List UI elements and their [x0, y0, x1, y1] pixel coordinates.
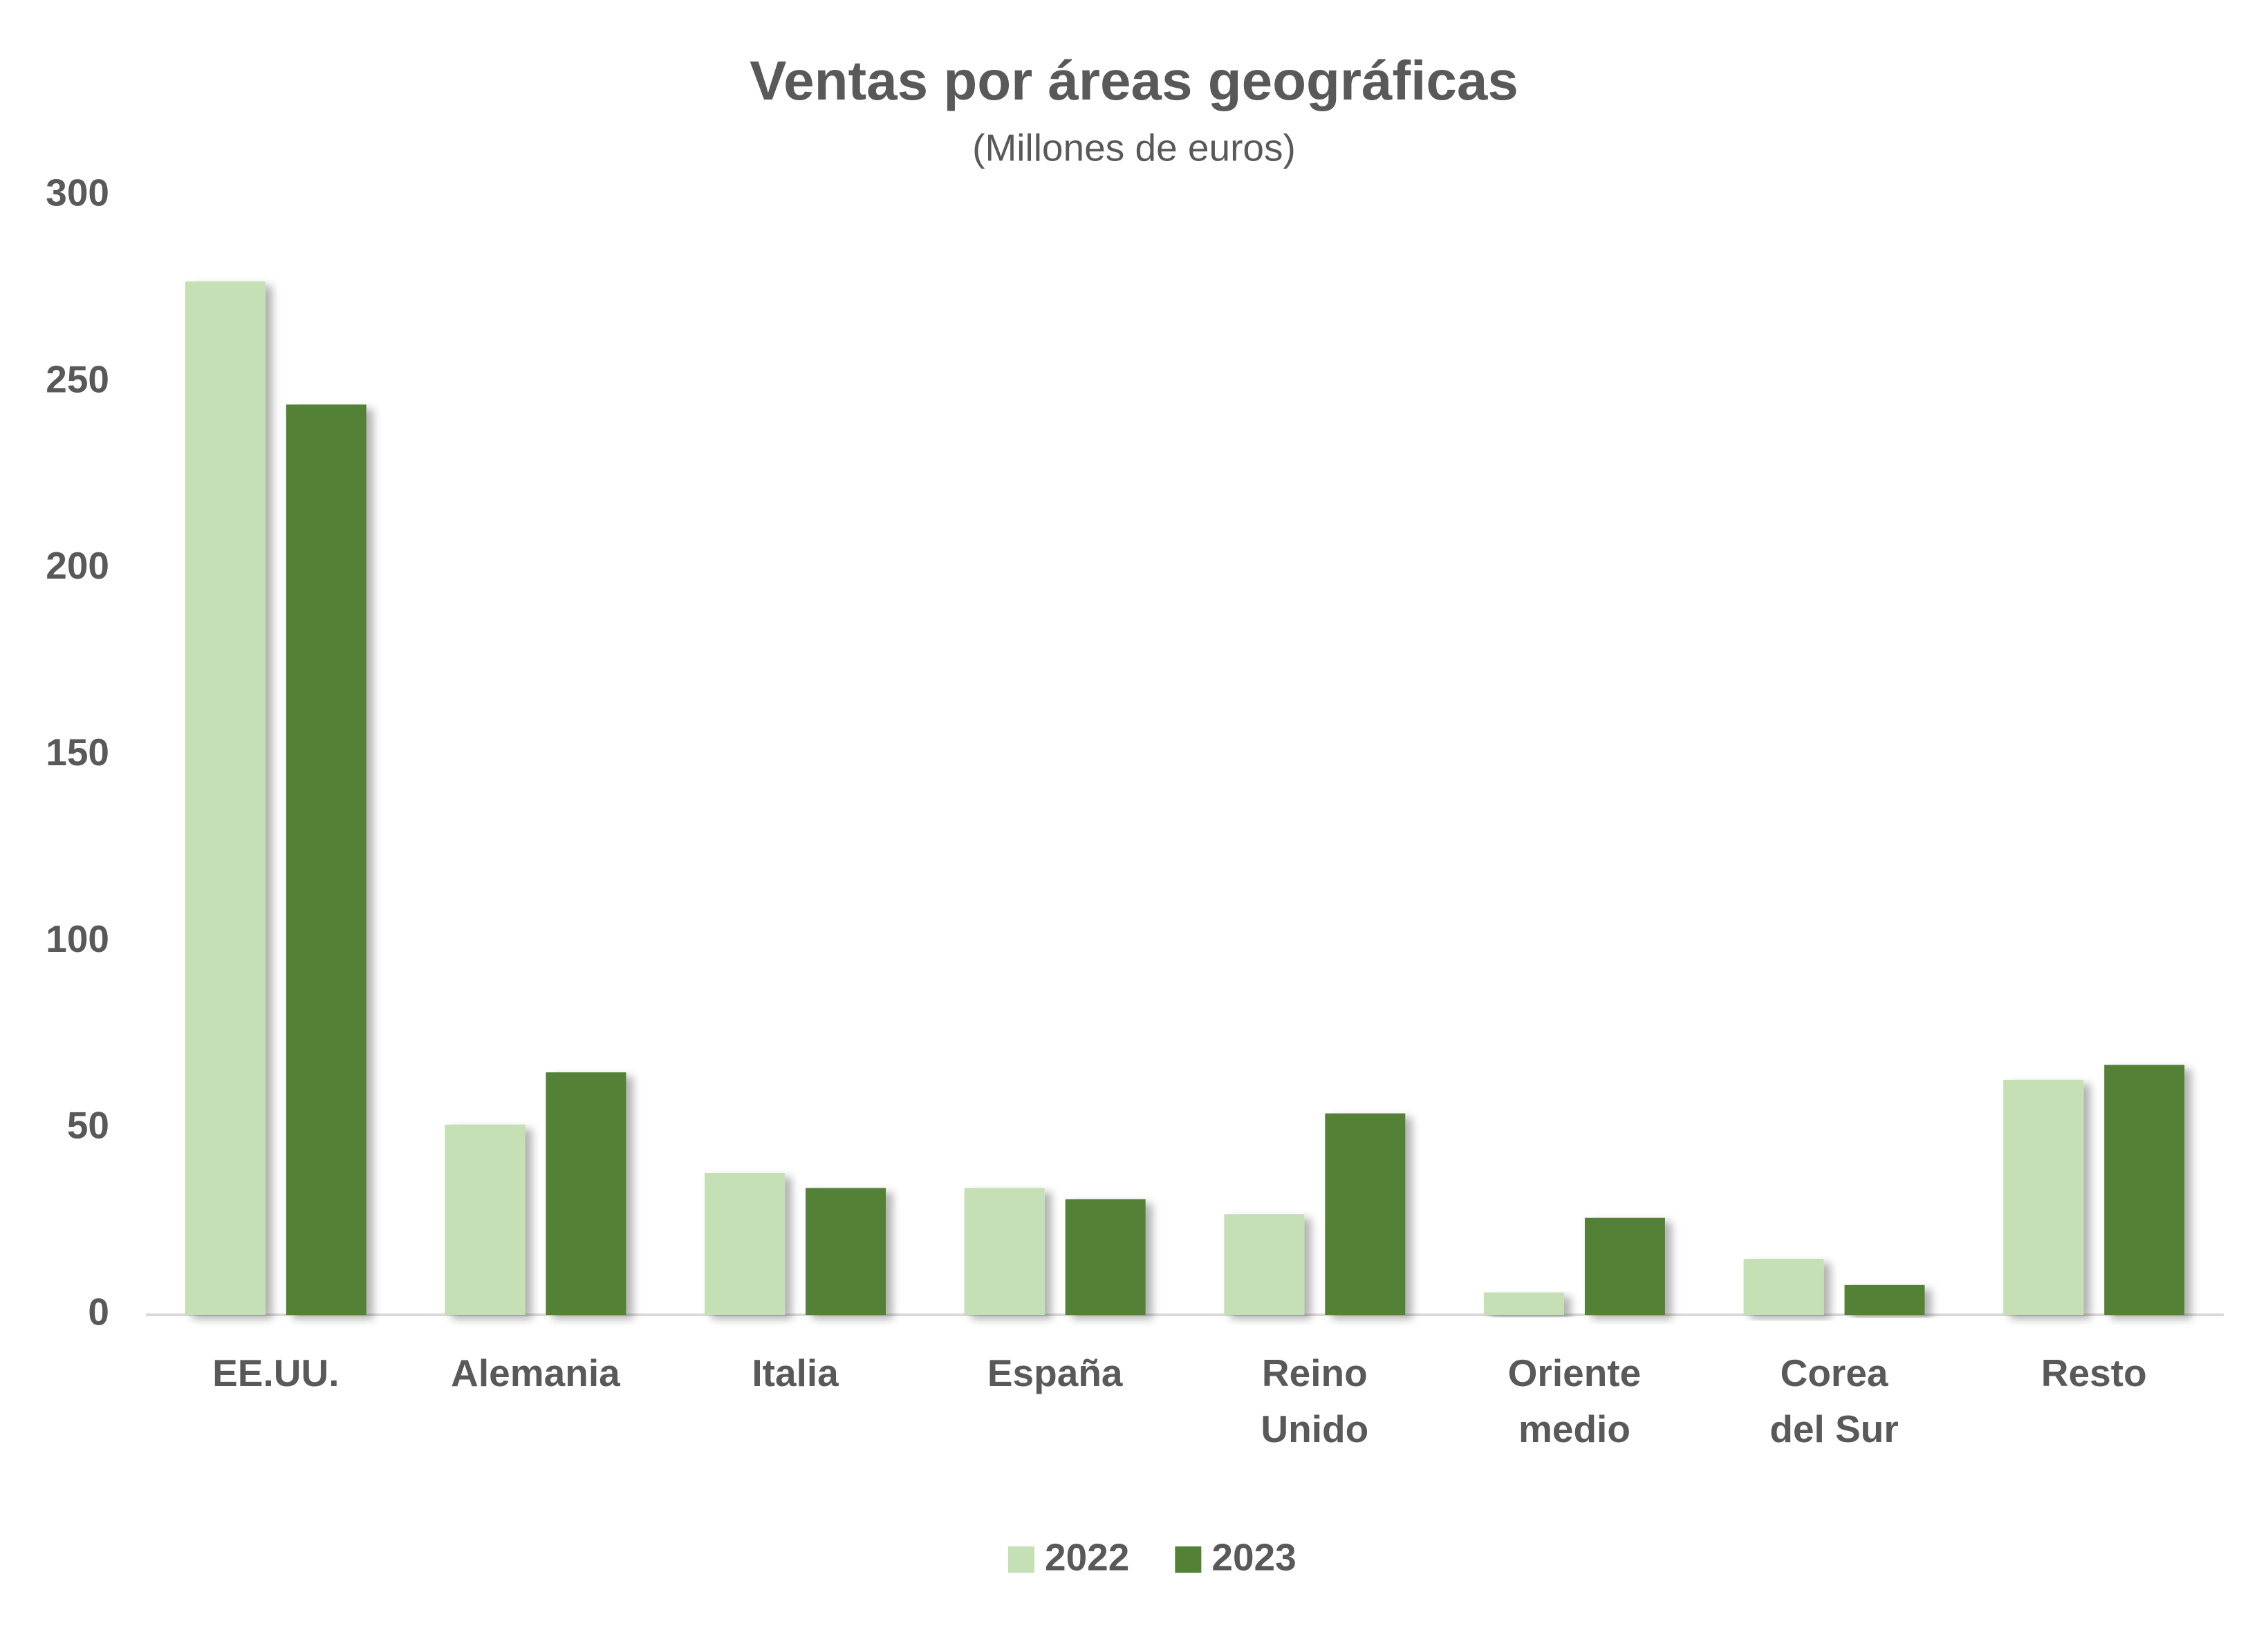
x-tick-label: Alemania	[451, 1351, 620, 1394]
y-tick-label: 300	[46, 171, 109, 214]
y-tick-label: 250	[46, 357, 109, 400]
bar	[2104, 1065, 2185, 1315]
bar	[1483, 1292, 1564, 1315]
bar	[445, 1124, 526, 1315]
bar	[705, 1172, 786, 1315]
x-tick-label: Italia	[752, 1351, 839, 1394]
bar	[964, 1188, 1045, 1315]
bar	[286, 404, 366, 1315]
x-tick-label: España	[987, 1351, 1123, 1394]
y-tick-label: 50	[67, 1104, 109, 1147]
bar	[1844, 1284, 1925, 1315]
chart-title: Ventas por áreas geográficas	[750, 50, 1518, 111]
bar	[1224, 1214, 1305, 1315]
x-tick-label: Oriente medio	[1508, 1351, 1642, 1450]
legend-swatch	[1175, 1546, 1202, 1573]
bar	[2003, 1080, 2084, 1315]
bar	[1325, 1113, 1406, 1315]
x-tick-label: Corea del Sur	[1769, 1351, 1898, 1450]
y-tick-label: 150	[46, 731, 109, 774]
y-tick-label: 200	[46, 544, 109, 587]
chart-subtitle: (Millones de euros)	[972, 127, 1296, 169]
bar	[1743, 1259, 1824, 1315]
legend-swatch	[1008, 1546, 1034, 1573]
y-tick-label: 100	[46, 917, 109, 960]
x-tick-label: EE.UU.	[212, 1351, 339, 1394]
legend-label: 2022	[1045, 1536, 1129, 1579]
bar	[1584, 1217, 1665, 1315]
x-tick-label: Resto	[2041, 1351, 2147, 1394]
bar	[1065, 1199, 1146, 1315]
x-tick-label: Reino Unido	[1261, 1351, 1368, 1450]
bar	[185, 281, 266, 1316]
bar	[806, 1188, 886, 1315]
bar	[546, 1072, 626, 1315]
legend-label: 2023	[1211, 1536, 1296, 1579]
y-tick-label: 0	[88, 1291, 109, 1334]
